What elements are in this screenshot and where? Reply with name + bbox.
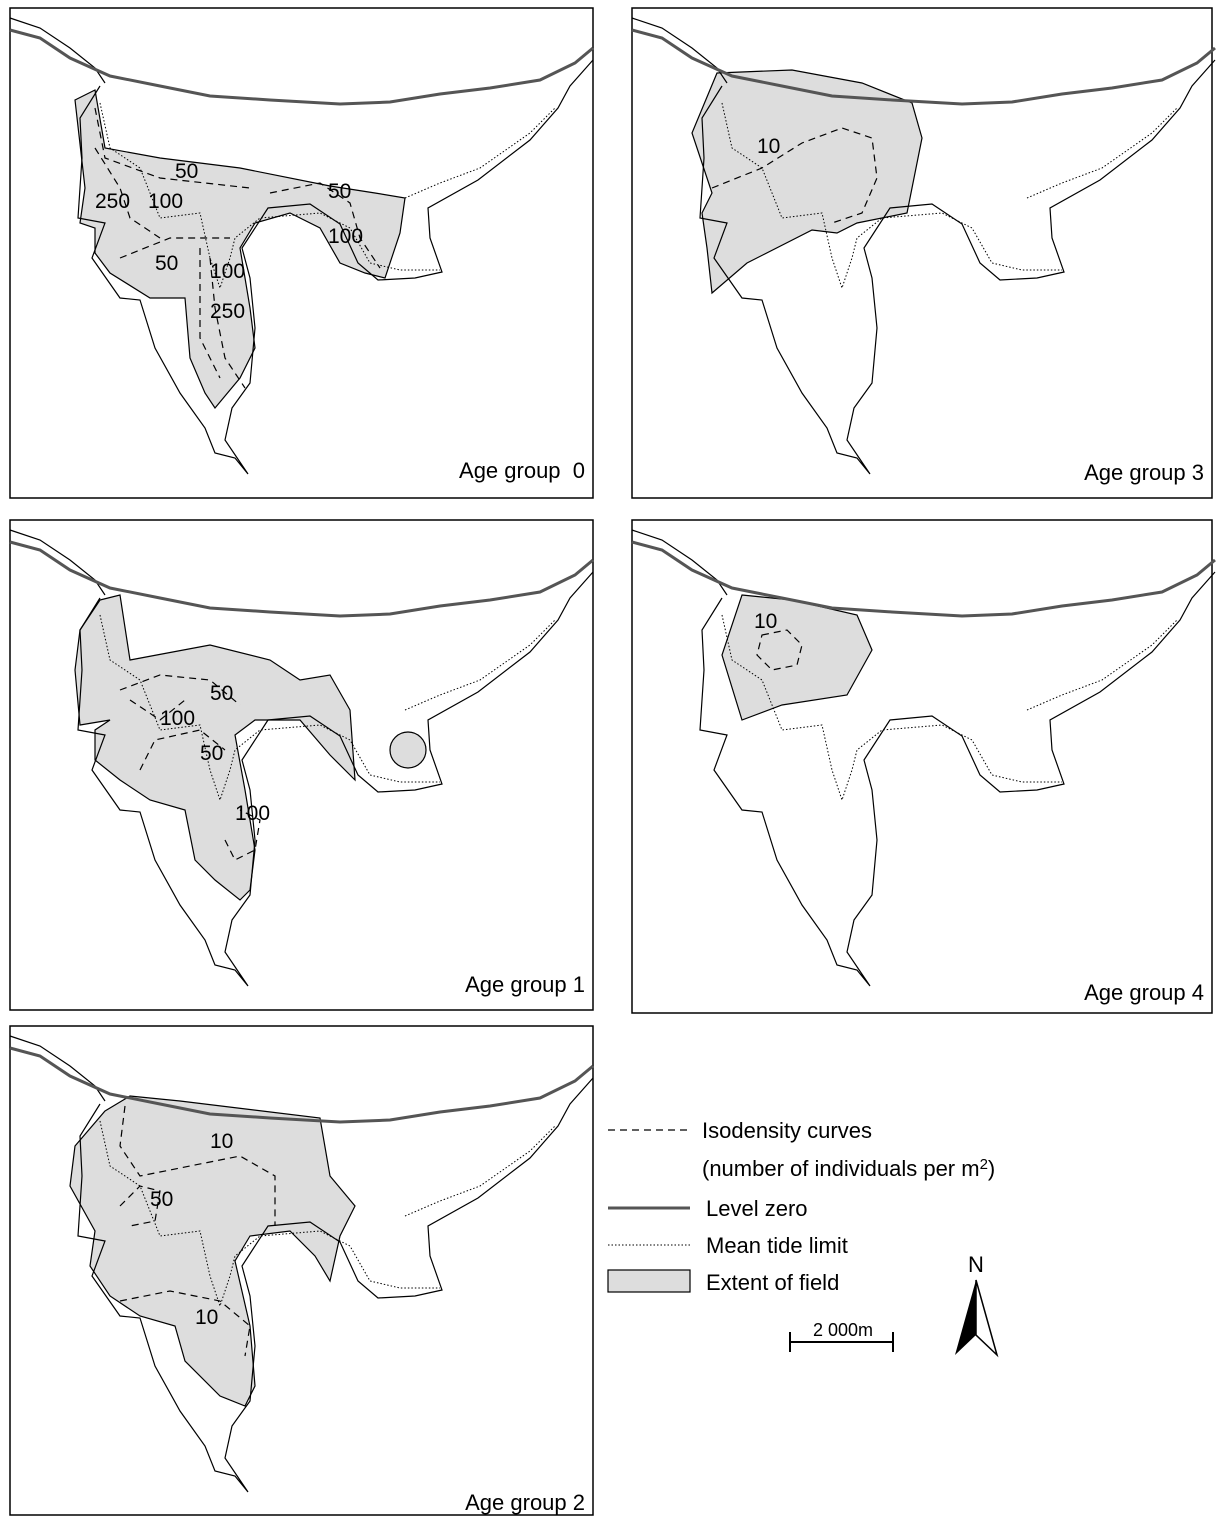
base-map bbox=[630, 528, 1217, 988]
contour-label: 10 bbox=[754, 610, 777, 633]
field-extent bbox=[74, 594, 356, 901]
legend-label: Mean tide limit bbox=[706, 1233, 848, 1258]
legend: Isodensity curves (number of individuals… bbox=[607, 1118, 999, 1358]
map-panel: 50 100 50 100 Age group 1 bbox=[8, 519, 595, 1011]
field-extent bbox=[74, 89, 406, 410]
map-panel: 10 Age group 3 bbox=[630, 7, 1217, 499]
scale-bar bbox=[789, 1332, 894, 1352]
contour-label: 100 bbox=[148, 190, 183, 213]
contour-label: 100 bbox=[160, 707, 195, 730]
contour-label: 250 bbox=[210, 300, 245, 323]
field-extent bbox=[69, 1095, 356, 1407]
panel-title: Age group 4 bbox=[1084, 980, 1204, 1005]
contour-label: 50 bbox=[328, 180, 351, 203]
legend-label: Level zero bbox=[706, 1196, 808, 1221]
isodensity-curve bbox=[756, 629, 803, 671]
legend-label: Extent of field bbox=[706, 1270, 839, 1295]
legend-note-text: (number of individuals per m bbox=[702, 1156, 980, 1181]
contour-label: 100 bbox=[235, 802, 270, 825]
isodensity-curve bbox=[119, 1105, 276, 1357]
field-extent bbox=[691, 69, 923, 295]
contour-label: 50 bbox=[200, 742, 223, 765]
panel-frame bbox=[631, 7, 1213, 499]
north-arrow bbox=[975, 1279, 999, 1358]
contour-label: 100 bbox=[328, 225, 363, 248]
superscript: 2 bbox=[980, 1156, 988, 1173]
contour-label: 50 bbox=[210, 682, 233, 705]
contour-label: 50 bbox=[155, 252, 178, 275]
north-label: N bbox=[968, 1252, 984, 1277]
scale-label: 2 000m bbox=[813, 1320, 873, 1340]
isodensity-curve bbox=[711, 127, 878, 224]
contour-label: 100 bbox=[210, 260, 245, 283]
legend-swatch bbox=[607, 1269, 691, 1293]
legend-label: Isodensity curves bbox=[702, 1118, 872, 1143]
panel-frame bbox=[9, 1025, 594, 1516]
legend-note-close: ) bbox=[988, 1156, 995, 1181]
contour-label: 250 bbox=[95, 190, 130, 213]
panel-frame bbox=[9, 7, 594, 499]
panel-title: Age group 3 bbox=[1084, 460, 1204, 485]
panel-title: Age group 0 bbox=[459, 458, 585, 483]
panel-frame bbox=[9, 519, 594, 1011]
field-extent bbox=[389, 731, 427, 769]
isodensity-curve bbox=[119, 674, 261, 861]
contour-label: 10 bbox=[757, 135, 780, 158]
contour-label: 50 bbox=[175, 160, 198, 183]
panel-frame bbox=[631, 519, 1213, 1014]
legend-note: (number of individuals per m2) bbox=[702, 1156, 995, 1181]
isodensity-curve bbox=[94, 107, 381, 389]
map-panel: 50 100 250 50 100 250 50 100 Age group 0 bbox=[8, 7, 595, 499]
contour-label: 50 bbox=[150, 1188, 173, 1211]
contour-label: 10 bbox=[210, 1130, 233, 1153]
contour-label: 10 bbox=[195, 1306, 218, 1329]
panel-title: Age group 1 bbox=[465, 972, 585, 997]
map-panel: 10 Age group 4 bbox=[630, 519, 1217, 1014]
panel-title: Age group 2 bbox=[465, 1490, 585, 1515]
map-panel: 10 50 10 Age group 2 bbox=[8, 1025, 595, 1516]
north-arrow bbox=[955, 1280, 976, 1355]
field-extent bbox=[721, 594, 873, 721]
